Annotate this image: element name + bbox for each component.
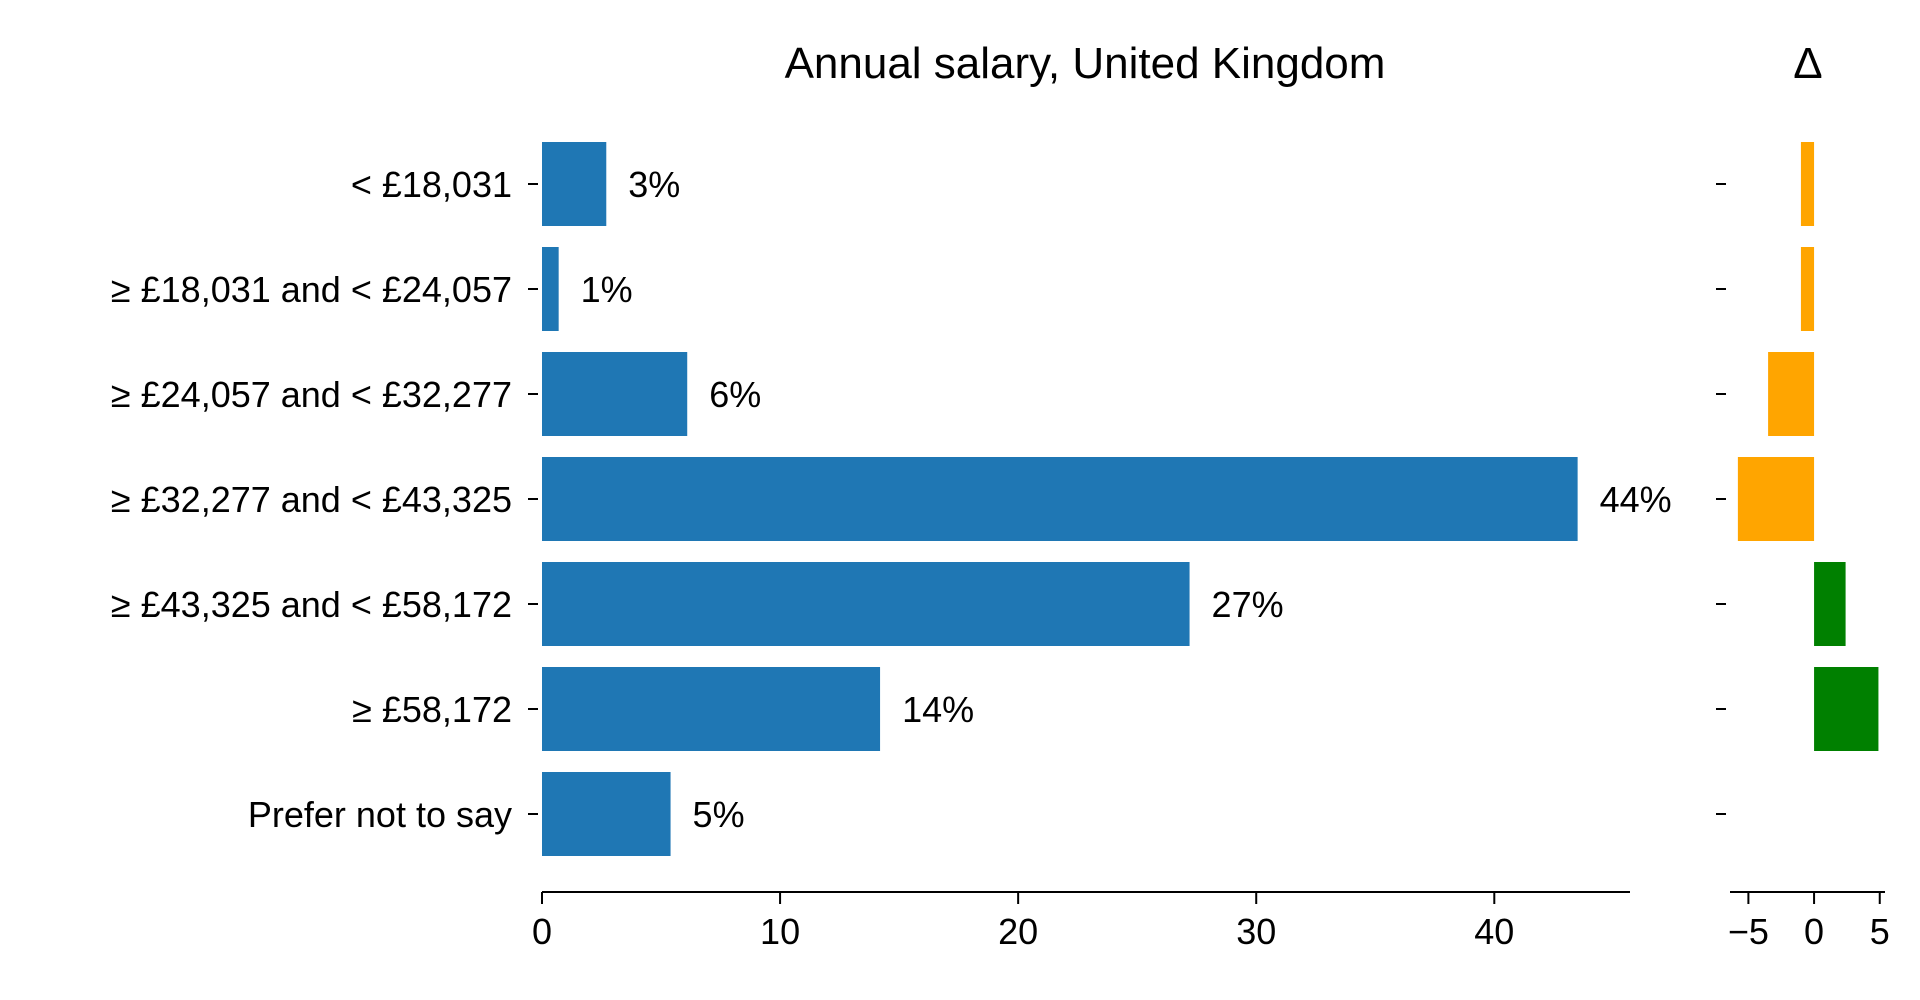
salary-bar-chart: Annual salary, United Kingdom 3% 1% 6% 44% 2… — [111, 39, 1672, 952]
bar-value-label: 5% — [693, 794, 745, 835]
x-tick-label: 20 — [998, 911, 1038, 952]
category-label: Prefer not to say — [248, 794, 512, 835]
category-label: ≥ £43,325 and < £58,172 — [111, 584, 512, 625]
delta-bar — [1814, 667, 1879, 751]
delta-bar — [1768, 352, 1815, 436]
bar-value-label: 44% — [1600, 479, 1672, 520]
category-label: ≥ £32,277 and < £43,325 — [111, 479, 512, 520]
delta-bar — [1814, 562, 1846, 646]
salary-bar — [542, 457, 1578, 541]
salary-bar — [542, 352, 688, 436]
salary-bar — [542, 142, 607, 226]
delta-bar-chart: Δ −5 0 5 — [1716, 39, 1890, 952]
x-tick-label: 40 — [1474, 911, 1514, 952]
bar-value-label: 1% — [581, 269, 633, 310]
bar-value-label: 27% — [1212, 584, 1284, 625]
category-label: ≥ £24,057 and < £32,277 — [111, 374, 512, 415]
category-label: < £18,031 — [351, 164, 512, 205]
salary-bar — [542, 247, 559, 331]
salary-bar — [542, 772, 671, 856]
delta-x-tick-label: 0 — [1804, 911, 1824, 952]
salary-bar — [542, 667, 881, 751]
main-chart-title: Annual salary, United Kingdom — [785, 39, 1386, 88]
x-tick-label: 0 — [532, 911, 552, 952]
delta-chart-title: Δ — [1793, 39, 1822, 88]
delta-x-tick-label: 5 — [1870, 911, 1890, 952]
bar-value-label: 3% — [628, 164, 680, 205]
delta-bar — [1737, 457, 1815, 541]
delta-bar — [1800, 142, 1815, 226]
salary-bar — [542, 562, 1190, 646]
x-tick-label: 10 — [760, 911, 800, 952]
bar-value-label: 14% — [902, 689, 974, 730]
delta-x-tick-label: −5 — [1728, 911, 1769, 952]
x-tick-label: 30 — [1236, 911, 1276, 952]
category-label: ≥ £18,031 and < £24,057 — [111, 269, 512, 310]
delta-bar — [1800, 247, 1815, 331]
bar-value-label: 6% — [709, 374, 761, 415]
category-label: ≥ £58,172 — [352, 689, 512, 730]
